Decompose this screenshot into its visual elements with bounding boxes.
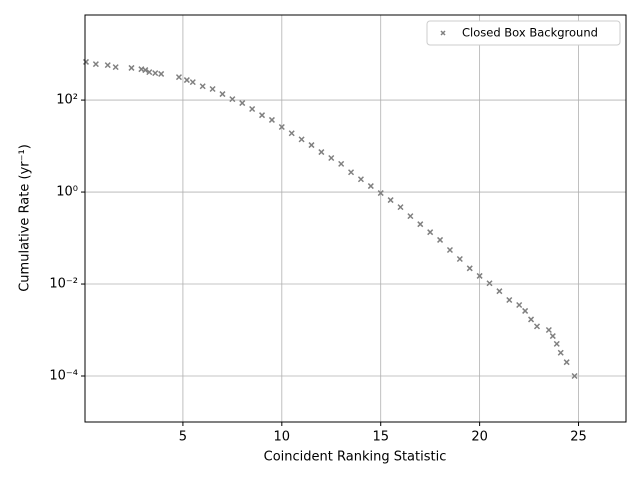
point <box>407 213 414 220</box>
point <box>199 83 206 90</box>
point <box>476 272 483 279</box>
point <box>528 316 535 323</box>
point <box>219 91 226 98</box>
point <box>545 326 552 334</box>
point <box>158 70 165 77</box>
point <box>209 85 216 93</box>
legend-label: Closed Box Background <box>462 26 598 40</box>
y-tick-label: 10⁰ <box>56 185 78 200</box>
point <box>553 340 560 347</box>
point <box>377 190 384 197</box>
x-tick-label: 15 <box>372 430 389 445</box>
point <box>549 333 556 340</box>
point <box>506 296 513 304</box>
point <box>146 69 153 76</box>
legend-box <box>426 20 621 46</box>
point <box>522 307 529 314</box>
x-tick-label: 5 <box>179 430 187 445</box>
point <box>82 58 90 65</box>
point <box>417 221 424 228</box>
point <box>175 74 182 81</box>
point <box>466 265 473 272</box>
point <box>397 204 404 211</box>
point <box>229 96 236 103</box>
point <box>571 372 578 380</box>
point <box>328 154 335 162</box>
point <box>183 77 190 84</box>
point <box>456 255 463 263</box>
point <box>563 359 570 366</box>
point <box>259 112 266 119</box>
point <box>189 79 196 86</box>
x-axis-label: Coincident Ranking Statistic <box>264 450 447 465</box>
point <box>92 61 99 68</box>
y-tick-label: 10² <box>56 93 78 108</box>
point <box>486 280 493 287</box>
point <box>308 142 315 149</box>
point <box>268 116 275 123</box>
point <box>348 169 355 176</box>
point <box>496 288 503 295</box>
point <box>427 229 434 236</box>
point <box>278 123 285 131</box>
point <box>112 64 119 71</box>
point <box>288 130 295 137</box>
point <box>104 62 111 69</box>
point <box>557 349 564 356</box>
point <box>152 70 159 77</box>
y-tick-label: 10⁻² <box>49 277 78 292</box>
y-tick-label: 10⁻⁴ <box>49 369 78 384</box>
point <box>298 136 305 143</box>
point <box>338 160 345 167</box>
point <box>239 100 246 107</box>
point <box>446 246 453 254</box>
point <box>437 236 444 243</box>
point <box>533 323 541 330</box>
point <box>387 197 394 204</box>
point <box>142 67 149 74</box>
plot-frame <box>84 14 627 423</box>
x-tick-label: 10 <box>274 430 291 445</box>
y-axis-label: Cumulative Rate (yr⁻¹) <box>18 144 33 292</box>
point <box>516 301 523 309</box>
point <box>128 64 135 71</box>
point <box>357 176 364 183</box>
x-tick-label: 25 <box>570 430 587 445</box>
point <box>318 149 325 156</box>
point <box>249 105 256 113</box>
point <box>367 183 374 190</box>
x-tick-label: 20 <box>471 430 488 445</box>
legend-marker <box>440 30 446 36</box>
legend: Closed Box Background <box>426 20 621 46</box>
